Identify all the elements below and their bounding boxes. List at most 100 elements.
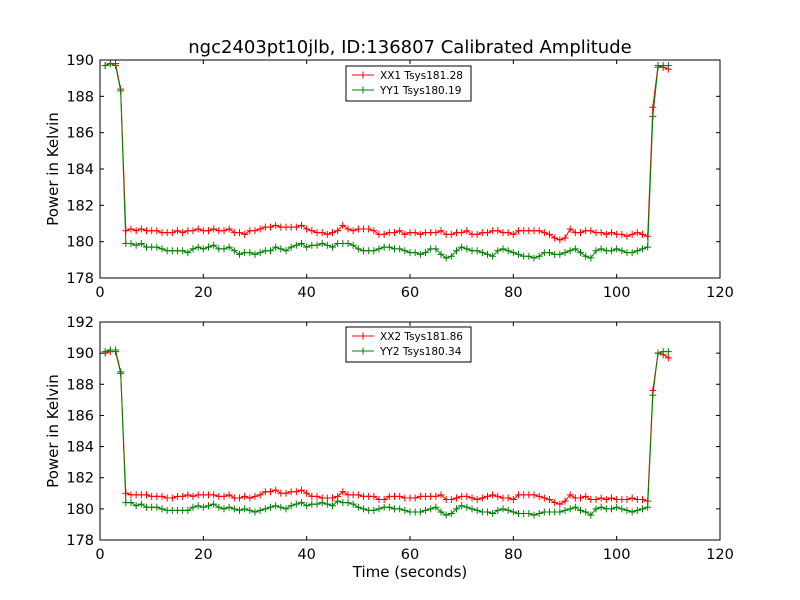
chart-title: ngc2403pt10jlb, ID:136807 Calibrated Amp… (188, 37, 631, 58)
legend-entry-1: XX2 Tsys181.86 (352, 331, 463, 343)
legend-marker (359, 347, 367, 355)
data-point (437, 250, 445, 258)
data-point (453, 494, 460, 502)
data-point (587, 227, 595, 235)
data-point (654, 349, 662, 357)
data-point (494, 227, 502, 235)
data-point (664, 354, 672, 362)
data-point (132, 227, 140, 235)
data-point (489, 491, 497, 499)
legend-marker (359, 332, 367, 340)
data-point (323, 230, 331, 238)
data-point (292, 488, 300, 496)
data-point (194, 243, 202, 251)
data-point (561, 234, 569, 242)
data-point (644, 503, 652, 511)
data-point (546, 230, 553, 238)
data-point (556, 508, 564, 516)
legend-box (345, 65, 472, 102)
data-point (582, 492, 590, 500)
data-point (117, 87, 125, 95)
data-point (447, 252, 455, 260)
data-point (504, 506, 512, 514)
data-point (463, 227, 471, 235)
data-point (437, 491, 445, 499)
data-point (158, 505, 166, 513)
data-point (313, 492, 321, 500)
data-point (153, 243, 161, 251)
data-point (396, 492, 404, 500)
data-point (587, 511, 595, 519)
x-tick-label: 20 (194, 547, 212, 563)
data-point (241, 505, 249, 513)
data-point (272, 221, 280, 229)
data-point (551, 234, 559, 242)
series-2 (101, 60, 672, 262)
data-point (484, 492, 491, 500)
data-point (132, 241, 140, 249)
data-point (251, 227, 259, 235)
data-point (478, 494, 486, 502)
data-point (608, 247, 615, 255)
data-point (215, 503, 223, 511)
y-tick-label: 180 (66, 235, 94, 251)
data-point (566, 247, 574, 255)
data-point (566, 491, 574, 499)
y-tick-label: 182 (66, 471, 94, 487)
data-point (261, 505, 269, 513)
data-point (489, 510, 497, 518)
data-point (267, 488, 274, 496)
data-point (318, 499, 326, 507)
data-point (344, 225, 352, 233)
data-point (416, 508, 424, 516)
data-point (416, 230, 424, 238)
data-point (370, 492, 378, 500)
data-point (484, 250, 491, 258)
data-point (225, 491, 233, 499)
data-point (597, 494, 605, 502)
y-tick-label: 178 (66, 533, 94, 549)
data-point (251, 250, 259, 258)
data-point (468, 505, 476, 513)
y-tick-label: 190 (66, 346, 94, 362)
data-point (592, 496, 600, 504)
data-point (608, 494, 615, 502)
data-point (256, 225, 264, 233)
data-point (587, 254, 595, 262)
data-point (442, 511, 450, 519)
data-point (432, 492, 440, 500)
data-point (416, 250, 424, 258)
data-point (112, 346, 119, 354)
data-point (422, 249, 429, 257)
x-tick-label: 0 (95, 547, 104, 563)
data-point (411, 229, 419, 237)
data-point (282, 247, 290, 255)
x-tick-label: 120 (706, 547, 734, 563)
data-point (453, 505, 460, 513)
data-point (199, 503, 207, 511)
data-point (205, 227, 212, 235)
data-point (427, 505, 435, 513)
data-point (230, 247, 238, 255)
data-point (354, 245, 362, 253)
data-point (566, 225, 574, 233)
x-tick-label: 80 (504, 285, 522, 301)
data-point (127, 499, 135, 507)
legend-entry-1: XX1 Tsys181.28 (352, 70, 463, 82)
data-point (220, 227, 228, 235)
data-point (184, 491, 192, 499)
data-point (649, 112, 657, 120)
data-point (633, 247, 641, 255)
legend-box (345, 326, 472, 363)
data-point (241, 492, 249, 500)
data-point (494, 506, 502, 514)
data-point (349, 241, 357, 249)
data-point (509, 496, 517, 504)
data-point (525, 252, 533, 260)
data-point (313, 500, 321, 508)
data-point (597, 245, 605, 253)
data-point (236, 494, 243, 502)
legend-marker (359, 71, 367, 79)
data-point (571, 245, 579, 253)
